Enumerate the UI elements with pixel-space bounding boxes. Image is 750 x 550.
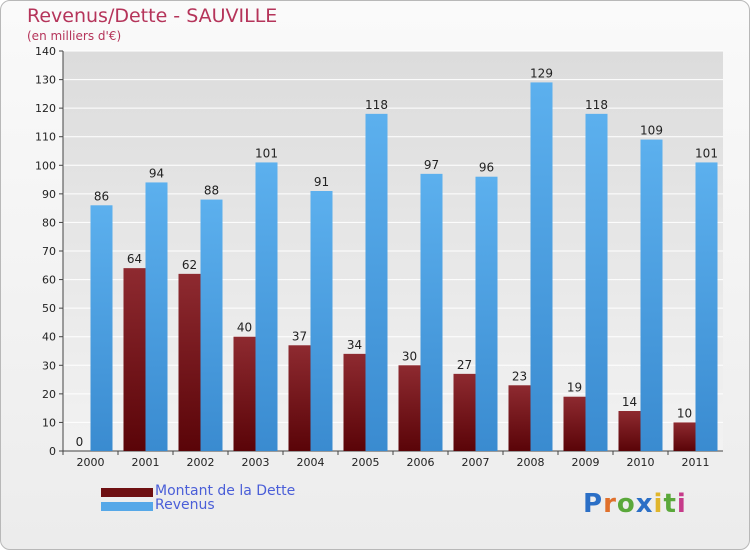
logo-letter: r [603,489,617,519]
x-tick-label: 2009 [572,456,600,469]
bar-debt [673,422,696,451]
bar-debt [398,365,421,451]
data-label-revenue: 96 [479,161,494,175]
bar-revenue [365,113,388,451]
bar-revenue [695,162,718,451]
data-label-debt: 40 [237,321,252,335]
data-label-debt: 37 [292,329,307,343]
y-tick-label: 60 [42,274,56,287]
data-label-debt: 14 [622,395,637,409]
bar-revenue [420,173,443,451]
bar-revenue [310,191,333,451]
x-tick-label: 2008 [517,456,545,469]
bar-debt [123,268,146,451]
bar-debt [233,336,256,451]
logo-letter: x [635,489,654,519]
logo-letter: i [653,489,664,519]
data-label-revenue: 101 [695,146,718,160]
logo-letter: i [676,489,687,519]
y-tick-label: 50 [42,302,56,315]
bar-debt [453,373,476,451]
x-tick-label: 2001 [132,456,160,469]
proxiti-logo: Proxiti [583,489,687,519]
data-label-debt: 64 [127,252,142,266]
y-tick-label: 130 [35,74,56,87]
data-label-debt: 10 [677,406,692,420]
bar-revenue [475,176,498,451]
bar-revenue [530,82,553,451]
y-tick-label: 80 [42,216,56,229]
logo-letter: t [663,489,677,519]
data-label-revenue: 91 [314,175,329,189]
legend-label-debt: Montant de la Dette [155,483,296,499]
chart-title: Revenus/Dette - SAUVILLE [27,5,278,27]
data-label-debt: 27 [457,358,472,372]
bar-debt [343,353,366,451]
y-tick-label: 70 [42,245,56,258]
y-tick-label: 140 [35,45,56,58]
x-tick-label: 2006 [407,456,435,469]
data-label-revenue: 129 [530,66,553,80]
data-label-revenue: 101 [255,146,278,160]
bar-revenue [255,162,278,451]
data-label-revenue: 97 [424,158,439,172]
x-tick-label: 2004 [297,456,325,469]
data-label-debt: 23 [512,369,527,383]
y-tick-label: 40 [42,331,56,344]
legend-swatch-debt [101,488,153,497]
bar-revenue [200,199,223,451]
x-tick-label: 2000 [77,456,105,469]
data-label-debt: 30 [402,349,417,363]
bar-debt [618,411,641,451]
bar-revenue [640,139,663,452]
data-label-debt: 62 [182,258,197,272]
data-label-revenue: 88 [204,184,219,198]
data-label-debt: 0 [76,435,84,449]
data-label-debt: 34 [347,338,362,352]
logo-letter: o [616,489,636,519]
legend-swatch-revenue [101,502,153,511]
legend-label-revenue: Revenus [155,497,215,513]
y-tick-label: 20 [42,388,56,401]
x-tick-label: 2002 [187,456,215,469]
data-label-revenue: 94 [149,166,164,180]
y-tick-label: 90 [42,188,56,201]
bar-revenue [90,205,113,451]
y-tick-label: 10 [42,416,56,429]
data-label-revenue: 118 [585,98,608,112]
x-tick-label: 2003 [242,456,270,469]
bar-debt [288,345,311,451]
data-label-revenue: 118 [365,98,388,112]
data-label-debt: 19 [567,381,582,395]
chart-subtitle: (en milliers d'€) [27,29,122,43]
y-tick-label: 30 [42,359,56,372]
bar-debt [508,385,531,451]
x-tick-label: 2010 [627,456,655,469]
x-tick-label: 2011 [682,456,710,469]
data-label-revenue: 109 [640,124,663,138]
y-tick-label: 110 [35,131,56,144]
y-tick-label: 120 [35,102,56,115]
data-label-revenue: 86 [94,189,109,203]
bar-revenue [585,113,608,451]
bar-debt [178,273,201,451]
bar-debt [563,396,586,451]
y-tick-label: 0 [49,445,56,458]
logo-letter: P [583,489,604,519]
y-tick-label: 100 [35,159,56,172]
x-tick-label: 2005 [352,456,380,469]
x-tick-label: 2007 [462,456,490,469]
bar-revenue [145,182,168,451]
